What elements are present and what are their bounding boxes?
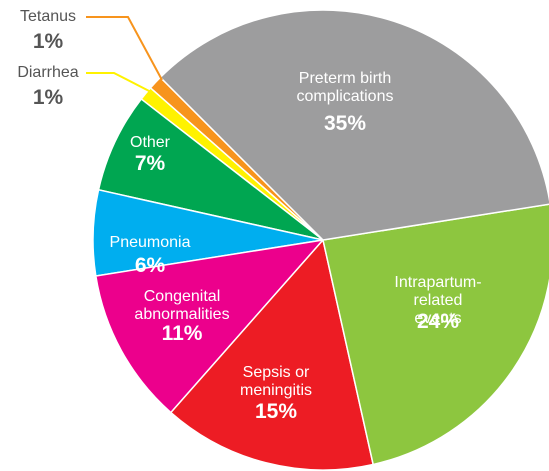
slice-label: Diarrhea	[17, 64, 79, 81]
slice-label: Sepsis or meningitis	[239, 364, 313, 399]
value-label: 11%	[161, 322, 203, 345]
value-label: 15%	[254, 400, 298, 423]
value-label: 35%	[323, 112, 367, 135]
pie-wedge	[159, 9, 549, 241]
value-label: 24%	[416, 310, 460, 333]
value-label: 6%	[134, 254, 166, 277]
slice-label: Tetanus	[19, 8, 77, 25]
leader-line	[86, 72, 154, 94]
slice-label: Intrapartum-related events	[394, 274, 482, 327]
pie-wedge	[322, 203, 549, 466]
slice-label: Congenital abnormalities	[134, 288, 230, 323]
pie-wedge	[97, 97, 324, 241]
value-label: 1%	[32, 30, 64, 53]
slice-label: Pneumonia	[109, 234, 191, 251]
pie-wedge	[94, 238, 325, 414]
pie-wedge	[169, 238, 375, 471]
slice-label: Preterm birth complications	[296, 70, 394, 105]
leader-line	[86, 16, 163, 81]
slice-label: Other	[129, 134, 171, 151]
value-label: 7%	[134, 152, 166, 175]
value-label: 1%	[32, 86, 64, 109]
